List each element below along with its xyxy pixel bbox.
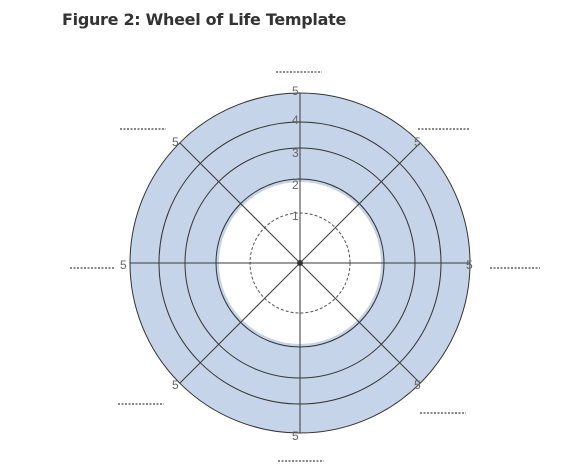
spoke-end-label-ne: 5 bbox=[414, 135, 421, 149]
spoke-end-label-se: 5 bbox=[414, 378, 421, 392]
scale-label-4: 4 bbox=[292, 113, 299, 127]
page-title: Figure 2: Wheel of Life Template bbox=[62, 10, 347, 29]
scale-label-2: 2 bbox=[292, 178, 299, 192]
center-point bbox=[297, 260, 303, 266]
spoke-end-label-w: 5 bbox=[120, 258, 127, 272]
spoke-end-label-e: 5 bbox=[466, 258, 473, 272]
spoke-end-label-s: 5 bbox=[292, 429, 299, 443]
spoke-end-label-nw: 5 bbox=[172, 135, 179, 149]
spoke-end-label-sw: 5 bbox=[172, 378, 179, 392]
scale-label-3: 3 bbox=[292, 146, 299, 160]
scale-label-5: 5 bbox=[292, 84, 299, 98]
scale-label-1: 1 bbox=[292, 209, 299, 223]
